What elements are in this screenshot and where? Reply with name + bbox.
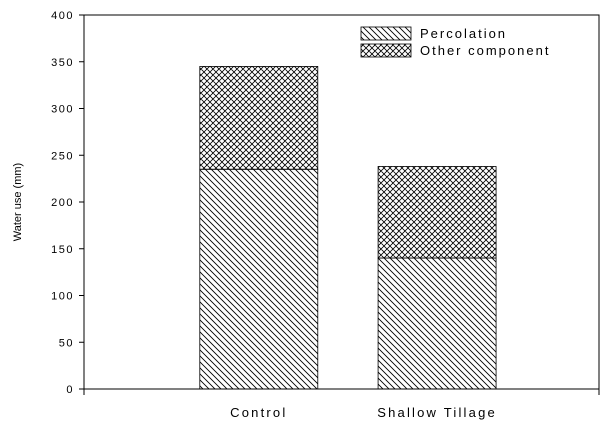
y-tick-label-50: 50 [59,337,74,349]
legend-label-percolation: Percolation [420,26,507,41]
legend-swatch-other-component [360,43,412,58]
y-axis-ticks [79,14,84,390]
bar-shallow-tillage-other-component [377,166,497,259]
legend-label-other-component: Other component [420,43,550,58]
y-tick-label-300: 300 [51,104,74,116]
bar-control-percolation [199,168,319,390]
y-tick-label-0: 0 [66,384,74,396]
legend: Percolation Other component [360,26,550,58]
bar-shallow-tillage-percolation [377,257,497,390]
y-axis-title: Water use (mm) [12,163,24,241]
bars [199,66,497,390]
y-tick-label-250: 250 [51,150,74,162]
y-tick-label-200: 200 [51,197,74,209]
x-category-label-control: Control [230,405,287,420]
x-category-label-shallow-tillage: Shallow Tillage [377,405,497,420]
legend-swatch-percolation [360,26,412,41]
y-tick-label-100: 100 [51,291,74,303]
bar-control-other-component [199,66,319,170]
x-axis-category-labels: Control Shallow Tillage [230,405,497,420]
y-axis-tick-labels: 0 50 100 150 200 250 300 350 400 [51,10,74,396]
y-tick-label-400: 400 [51,10,74,22]
y-tick-label-350: 350 [51,57,74,69]
x-axis-ticks [83,389,600,395]
plot-frame [83,14,600,390]
y-tick-label-150: 150 [51,244,74,256]
